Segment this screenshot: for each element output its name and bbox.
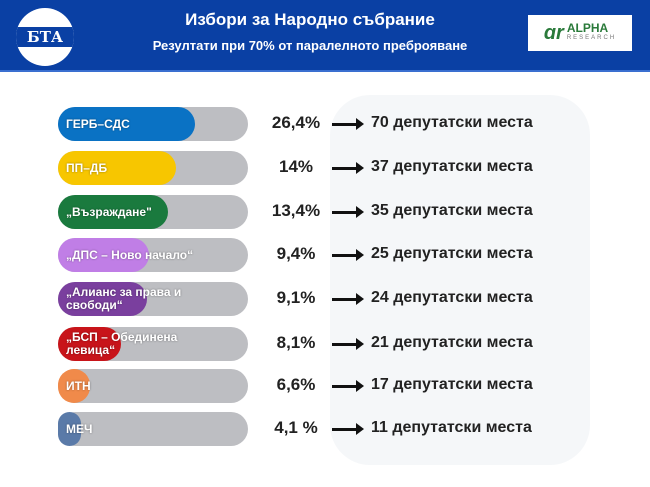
party-percent: 9,4% bbox=[276, 244, 316, 263]
party-name: ГЕРБ–СДС bbox=[66, 116, 130, 131]
bar-track: ПП–ДБ bbox=[58, 151, 248, 185]
party-name: ИТН bbox=[66, 378, 91, 393]
arrow-right-icon bbox=[332, 293, 364, 305]
arrow-right-icon bbox=[332, 338, 364, 350]
party-percent: 26,4% bbox=[271, 113, 321, 132]
party-name: „Алианс за права и свободи“ bbox=[66, 285, 182, 312]
party-percent: 9,1% bbox=[276, 288, 316, 307]
party-name: „Възраждане" bbox=[66, 204, 152, 219]
bar-fill bbox=[58, 151, 176, 185]
header: БТА Избори за Народно събрание Резултати… bbox=[0, 0, 650, 72]
party-row: „Възраждане" 13,4% 35 депутатски места bbox=[58, 195, 650, 229]
party-row: „ДПС – Ново начало“ 9,4% 25 депутатски мес… bbox=[58, 238, 650, 272]
party-seats: 35 депутатски места bbox=[371, 202, 533, 219]
page-title: Избори за Народно събрание bbox=[185, 10, 435, 29]
arrow-right-icon bbox=[332, 118, 364, 130]
party-percent: 13,4% bbox=[271, 201, 321, 220]
bar-track: „ДПС – Ново начало“ bbox=[58, 238, 248, 272]
party-row: ИТН 6,6% 17 депутатски места bbox=[58, 369, 650, 403]
bar-track: „БСП – Обединена левица“ bbox=[58, 327, 248, 361]
party-seats: 37 депутатски места bbox=[371, 158, 533, 175]
party-row: ГЕРБ–СДС 26,4% 70 депутатски места bbox=[58, 107, 650, 141]
party-name: МЕЧ bbox=[66, 421, 93, 436]
alpha-mark-icon: ɑr bbox=[543, 21, 564, 44]
bar-fill bbox=[58, 412, 81, 446]
bar-track: ГЕРБ–СДС bbox=[58, 107, 248, 141]
background-decoration bbox=[330, 95, 590, 465]
bar-fill bbox=[58, 107, 195, 141]
bar-fill bbox=[58, 238, 150, 272]
party-row: МЕЧ 4,1 % 11 депутатски места bbox=[58, 412, 650, 446]
alpha-text: ALPHA RESEARCH bbox=[566, 21, 617, 43]
bar-fill bbox=[58, 369, 91, 403]
alpha-research-logo: ɑr ALPHA RESEARCH bbox=[528, 15, 632, 51]
bar-track: МЕЧ bbox=[58, 412, 248, 446]
party-name: „ДПС – Ново начало“ bbox=[66, 247, 194, 262]
party-seats: 70 депутатски места bbox=[371, 114, 533, 131]
arrow-right-icon bbox=[332, 380, 364, 392]
party-seats: 25 депутатски места bbox=[371, 245, 533, 262]
party-seats: 17 депутатски места bbox=[371, 376, 533, 393]
bar-fill bbox=[58, 195, 169, 229]
bar-fill bbox=[58, 282, 148, 316]
alpha-name: ALPHA bbox=[566, 21, 609, 35]
arrow-right-icon bbox=[332, 206, 364, 218]
party-seats: 24 депутатски места bbox=[371, 289, 533, 306]
bar-track: ИТН bbox=[58, 369, 248, 403]
bar-track: „Възраждане" bbox=[58, 195, 248, 229]
logo-text: БТА bbox=[16, 27, 74, 47]
party-percent: 14% bbox=[278, 157, 314, 176]
party-name: „БСП – Обединена левица“ bbox=[66, 330, 178, 357]
arrow-right-icon bbox=[332, 423, 364, 435]
party-seats: 21 депутатски места bbox=[371, 334, 533, 351]
party-row: „БСП – Обединена левица“ 8,1% 21 депутатск… bbox=[58, 327, 650, 361]
party-row: „Алианс за права и свободи“ 9,1% 24 депута… bbox=[58, 282, 650, 316]
party-percent: 6,6% bbox=[276, 375, 316, 394]
party-percent: 4,1 % bbox=[274, 418, 318, 437]
bta-logo: БТА bbox=[16, 8, 74, 66]
arrow-right-icon bbox=[332, 162, 364, 174]
page-subtitle: Резултати при 70% от паралелното преброя… bbox=[152, 38, 468, 53]
party-percent: 8,1% bbox=[276, 333, 316, 352]
party-seats: 11 депутатски места bbox=[371, 419, 532, 436]
party-row: ПП–ДБ 14% 37 депутатски места bbox=[58, 151, 650, 185]
bar-track: „Алианс за права и свободи“ bbox=[58, 282, 248, 316]
arrow-right-icon bbox=[332, 249, 364, 261]
bar-fill bbox=[58, 327, 121, 361]
party-name: ПП–ДБ bbox=[66, 160, 108, 175]
alpha-sub: RESEARCH bbox=[566, 35, 617, 41]
